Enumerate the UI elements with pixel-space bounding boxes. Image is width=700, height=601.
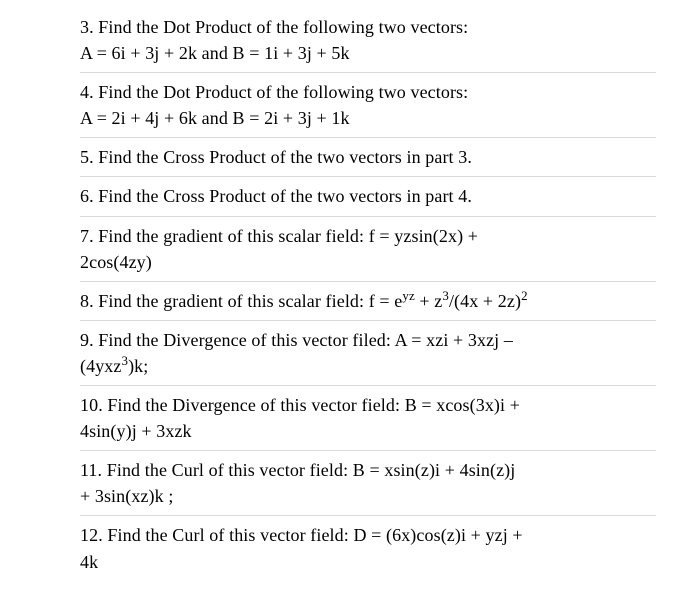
problem-4-vectors: A = 2i + 4j + 6k and B = 2i + 3j + 1k <box>80 105 656 131</box>
problem-9-line2-a: (4yxz <box>80 356 121 376</box>
problem-10-line1: 10. Find the Divergence of this vector f… <box>80 392 656 418</box>
problem-9-line2-b: )k; <box>128 356 148 376</box>
problem-list: 3. Find the Dot Product of the following… <box>0 0 700 601</box>
problem-4-prompt: 4. Find the Dot Product of the following… <box>80 79 656 105</box>
problem-3-prompt: 3. Find the Dot Product of the following… <box>80 14 656 40</box>
problem-6-text: 6. Find the Cross Product of the two vec… <box>80 186 472 206</box>
problem-9: 9. Find the Divergence of this vector fi… <box>80 327 656 386</box>
problem-9-line2: (4yxz3)k; <box>80 353 656 379</box>
problem-9-line1: 9. Find the Divergence of this vector fi… <box>80 327 656 353</box>
problem-6: 6. Find the Cross Product of the two vec… <box>80 183 656 216</box>
problem-3: 3. Find the Dot Product of the following… <box>80 14 656 73</box>
problem-4: 4. Find the Dot Product of the following… <box>80 79 656 138</box>
problem-11-line1: 11. Find the Curl of this vector field: … <box>80 457 656 483</box>
problem-12-line2: 4k <box>80 549 656 575</box>
problem-10: 10. Find the Divergence of this vector f… <box>80 392 656 451</box>
problem-12: 12. Find the Curl of this vector field: … <box>80 522 656 580</box>
problem-10-line2: 4sin(y)j + 3xzk <box>80 418 656 444</box>
problem-5-text: 5. Find the Cross Product of the two vec… <box>80 147 472 167</box>
problem-11-line2: + 3sin(xz)k ; <box>80 483 656 509</box>
problem-8-part-c: /(4x + 2z) <box>449 291 521 311</box>
problem-11: 11. Find the Curl of this vector field: … <box>80 457 656 516</box>
problem-7-line2: 2cos(4zy) <box>80 249 656 275</box>
problem-7-line1: 7. Find the gradient of this scalar fiel… <box>80 223 656 249</box>
problem-8-part-b: + z <box>415 291 443 311</box>
problem-5: 5. Find the Cross Product of the two vec… <box>80 144 656 177</box>
problem-7: 7. Find the gradient of this scalar fiel… <box>80 223 656 282</box>
problem-8-sup1: yz <box>402 288 414 303</box>
problem-3-vectors: A = 6i + 3j + 2k and B = 1i + 3j + 5k <box>80 40 656 66</box>
problem-8-sup2: 3 <box>442 288 449 303</box>
problem-8-sup3: 2 <box>521 288 528 303</box>
problem-8: 8. Find the gradient of this scalar fiel… <box>80 288 656 321</box>
problem-8-part-a: 8. Find the gradient of this scalar fiel… <box>80 291 402 311</box>
problem-12-line1: 12. Find the Curl of this vector field: … <box>80 522 656 548</box>
